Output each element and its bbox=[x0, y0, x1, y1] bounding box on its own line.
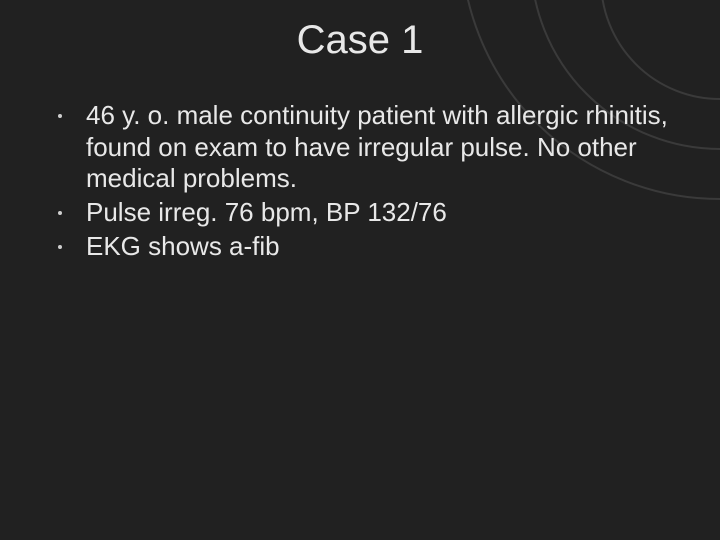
bullet-item: 46 y. o. male continuity patient with al… bbox=[58, 100, 680, 195]
bullet-list: 46 y. o. male continuity patient with al… bbox=[58, 100, 680, 263]
bullet-item: EKG shows a-fib bbox=[58, 231, 680, 263]
bullet-item: Pulse irreg. 76 bpm, BP 132/76 bbox=[58, 197, 680, 229]
bullet-dot-icon bbox=[58, 211, 62, 215]
bullet-text: 46 y. o. male continuity patient with al… bbox=[86, 100, 680, 195]
bullet-text: EKG shows a-fib bbox=[86, 231, 680, 263]
bullet-dot-icon bbox=[58, 114, 62, 118]
slide-content: 46 y. o. male continuity patient with al… bbox=[58, 100, 680, 265]
slide-title: Case 1 bbox=[0, 18, 720, 63]
bullet-text: Pulse irreg. 76 bpm, BP 132/76 bbox=[86, 197, 680, 229]
slide: Case 1 46 y. o. male continuity patient … bbox=[0, 0, 720, 540]
bullet-dot-icon bbox=[58, 245, 62, 249]
